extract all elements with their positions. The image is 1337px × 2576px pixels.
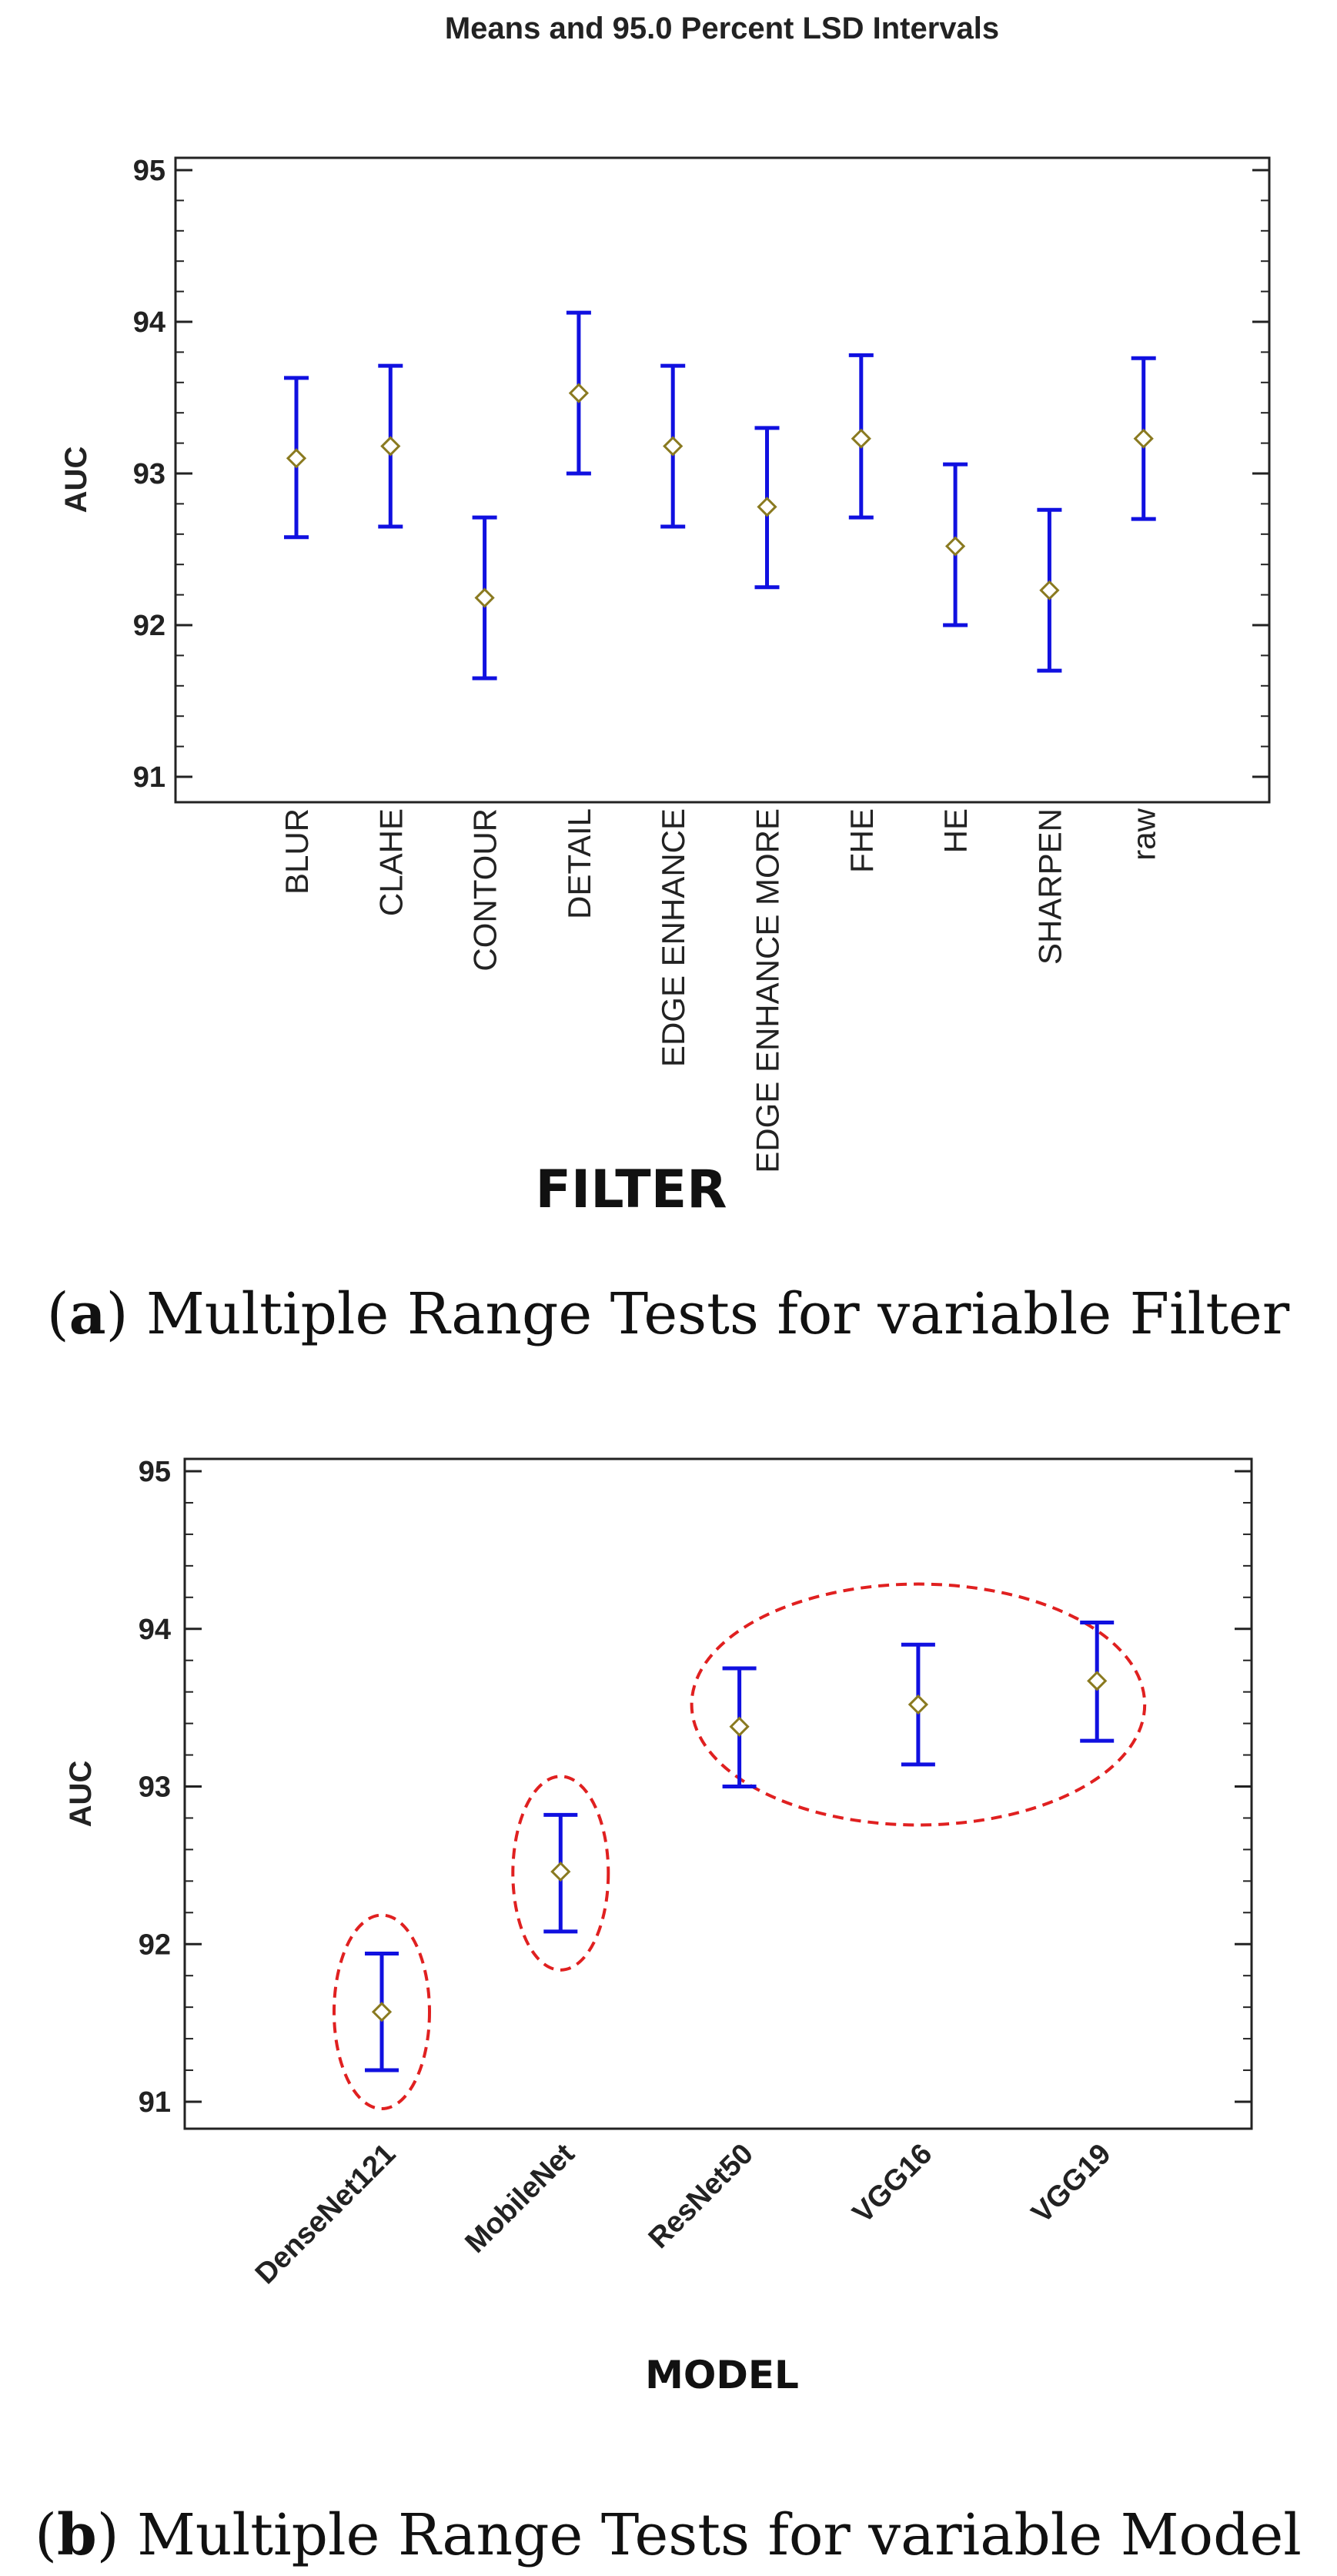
chart-a-y-axis-label: AUC [59,447,93,514]
x-category-label: CONTOUR [467,808,503,972]
mean-marker [474,587,495,608]
mean-marker [851,428,871,449]
y-tick-label: 92 [133,610,165,642]
group-ellipse [690,1582,1147,1827]
chart-b-group-ellipses [333,1582,1147,2111]
y-tick-label: 93 [133,458,165,490]
x-category-label: HE [938,808,974,853]
mean-marker [1039,580,1060,601]
mean-marker [1087,1671,1108,1691]
mean-marker [371,2002,393,2022]
x-category-label: MobileNet [460,2137,581,2259]
y-tick-label: 91 [133,761,165,794]
x-category-label: FHE [844,808,880,873]
caption-b-label: b [57,2502,97,2568]
mean-marker [663,436,684,457]
y-tick-label: 95 [133,155,165,187]
caption-a-label: a [69,1281,106,1347]
chart-a-y-ticks: 91 92 93 94 95 [133,155,1269,794]
mean-marker [757,497,777,517]
panel-b: 91 92 93 94 95 DenseNet121 MobileNet ResNet50 V… [35,1456,1302,2568]
caption-b-text: Multiple Range Tests for variable Model [137,2502,1302,2568]
chart-b-x-axis-label: MODEL [645,2353,799,2397]
x-category-label: VGG16 [847,2138,938,2230]
x-category-label: CLAHE [373,808,409,916]
y-tick-label: 94 [139,1614,171,1646]
chart-a-title: Means and 95.0 Percent LSD Intervals [445,12,999,45]
x-category-label: DETAIL [561,808,597,919]
x-category-label: raw [1126,808,1162,860]
caption-a: (a) Multiple Range Tests for variable Fi… [47,1281,1290,1347]
chart-a-x-axis-label: FILTER [535,1159,727,1220]
y-tick-label: 94 [133,306,165,339]
panel-a: Means and 95.0 Percent LSD Intervals 919… [47,12,1290,1347]
group-ellipse [511,1775,610,1972]
x-category-label: ResNet50 [643,2138,760,2255]
caption-b: (b) Multiple Range Tests for variable Mo… [35,2502,1302,2568]
chart-a-intervals [284,310,1156,681]
mean-marker [380,436,401,457]
chart-b-plot-frame [183,1457,1253,2130]
mean-marker [1133,428,1154,449]
x-category-label: VGG19 [1025,2138,1117,2230]
group-ellipse [333,1913,431,2111]
x-category-label: EDGE ENHANCE [655,808,691,1067]
chart-b-y-ticks: 91 92 93 94 95 [139,1456,1252,2119]
y-tick-label: 93 [139,1771,171,1804]
x-category-label: BLUR [279,808,315,895]
y-tick-label: 91 [139,2086,171,2119]
y-tick-label: 92 [139,1929,171,1961]
x-category-label: DenseNet121 [249,2138,402,2290]
chart-a-x-labels: BLUR CLAHE CONTOUR DETAIL EDGE ENHANCE EDGE E… [279,808,1162,1173]
x-category-label: SHARPEN [1031,808,1068,965]
mean-marker [907,1694,929,1715]
mean-marker [550,1861,571,1882]
chart-b-intervals [365,1621,1115,2073]
chart-b-y-axis-label: AUC [64,1761,98,1828]
x-category-label: EDGE ENHANCE MORE [750,808,786,1173]
y-tick-label: 95 [139,1456,171,1488]
mean-marker [944,536,966,557]
chart-a-plot-frame [174,156,1271,804]
mean-marker [286,448,307,469]
chart-b-x-labels: DenseNet121 MobileNet ResNet50 VGG16 VGG19 [249,2137,1118,2290]
mean-marker [568,383,590,403]
caption-a-text: Multiple Range Tests for variable Filter [146,1281,1290,1347]
mean-marker [729,1716,750,1737]
